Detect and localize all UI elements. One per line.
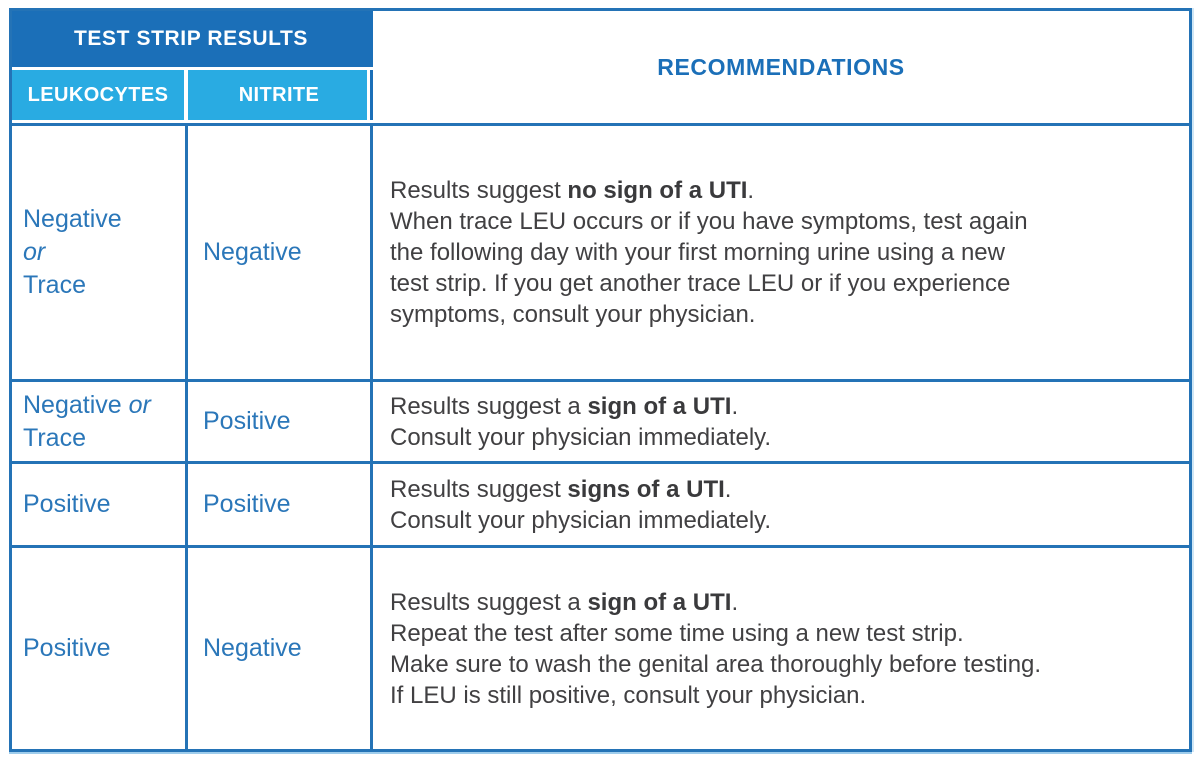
leukocytes-or-text: or — [128, 390, 151, 419]
recommendation-bold-text: signs of a UTI — [567, 475, 725, 503]
nitrite-value: Positive — [203, 407, 291, 435]
row-4-nitrite-cell: Negative — [188, 545, 373, 749]
recommendation-text: Results suggest — [390, 177, 568, 204]
row-1-leukocytes-cell: Negative or Trace — [12, 123, 188, 379]
row-3-leukocytes-cell: Positive — [12, 461, 188, 545]
row-1-recommendation-cell: Results suggest no sign of a UTI. When t… — [373, 123, 1189, 379]
row-3-recommendation-cell: Results suggest signs of a UTI. Consult … — [373, 461, 1189, 545]
recommendation-bold-text: no sign of a UTI — [567, 177, 748, 204]
recommendations-header-label: RECOMMENDATIONS — [657, 53, 905, 80]
row-3-nitrite-cell: Positive — [188, 461, 373, 545]
leukocytes-value-or: or — [23, 238, 46, 266]
recommendation-line: When trace LEU occurs or if you have sym… — [390, 208, 1028, 235]
header-group-title: TEST STRIP RESULTS — [73, 27, 309, 50]
recommendation-line: Results suggest a sign of a UTI. — [390, 587, 1181, 618]
leukocytes-text: Negative — [23, 390, 129, 419]
recommendation-line: Repeat the test after some time using a … — [390, 619, 964, 647]
row-2-recommendation-cell: Results suggest a sign of a UTI. Consult… — [373, 379, 1189, 461]
recommendation-text: . — [731, 588, 739, 616]
leukocytes-header-label: LEUKOCYTES — [27, 83, 169, 106]
nitrite-value: Positive — [203, 490, 291, 518]
row-2-leukocytes-cell: Negative or Trace — [12, 379, 188, 461]
column-header-leukocytes: LEUKOCYTES — [12, 70, 188, 120]
column-header-nitrite: NITRITE — [188, 70, 373, 120]
recommendation-line: Results suggest no sign of a UTI. — [390, 175, 1181, 206]
recommendation-line: Consult your physician immediately. — [390, 423, 772, 451]
recommendation-text: Results suggest — [390, 475, 568, 503]
recommendation-text: . — [747, 177, 755, 204]
leukocytes-value: Trace — [23, 271, 86, 299]
recommendation-text: Results suggest a — [390, 392, 588, 420]
leukocytes-value: Trace — [23, 423, 86, 452]
leukocytes-value: Positive — [23, 634, 111, 662]
recommendation-text: Results suggest a — [390, 588, 588, 616]
row-4-leukocytes-cell: Positive — [12, 545, 188, 749]
recommendation-line: test strip. If you get another trace LEU… — [390, 270, 1011, 297]
nitrite-header-label: NITRITE — [238, 83, 320, 106]
recommendation-bold-text: sign of a UTI — [587, 392, 732, 420]
column-header-recommendations: RECOMMENDATIONS — [373, 11, 1189, 123]
nitrite-value: Negative — [203, 634, 302, 662]
row-2-nitrite-cell: Positive — [188, 379, 373, 461]
recommendation-line: Consult your physician immediately. — [390, 506, 772, 534]
recommendation-line: Results suggest a sign of a UTI. — [390, 391, 1181, 422]
recommendation-line: Make sure to wash the genital area thoro… — [390, 650, 1042, 678]
leukocytes-value: Negative — [23, 205, 122, 233]
recommendation-bold-text: sign of a UTI — [587, 588, 732, 616]
recommendation-line: Results suggest signs of a UTI. — [390, 474, 1181, 505]
recommendation-line: the following day with your first mornin… — [390, 239, 1005, 266]
row-4-recommendation-cell: Results suggest a sign of a UTI. Repeat … — [373, 545, 1189, 749]
recommendation-line: symptoms, consult your physician. — [390, 301, 756, 328]
leukocytes-value: Negative or — [23, 389, 185, 422]
row-1-nitrite-cell: Negative — [188, 123, 373, 379]
recommendation-text: . — [724, 475, 732, 503]
recommendation-text: . — [731, 392, 739, 420]
results-table: TEST STRIP RESULTS LEUKOCYTES NITRITE RE… — [9, 8, 1192, 752]
header-test-strip-results: TEST STRIP RESULTS — [12, 11, 373, 67]
recommendation-line: If LEU is still positive, consult your p… — [390, 681, 867, 709]
leukocytes-value: Positive — [23, 490, 111, 518]
nitrite-value: Negative — [203, 238, 302, 266]
